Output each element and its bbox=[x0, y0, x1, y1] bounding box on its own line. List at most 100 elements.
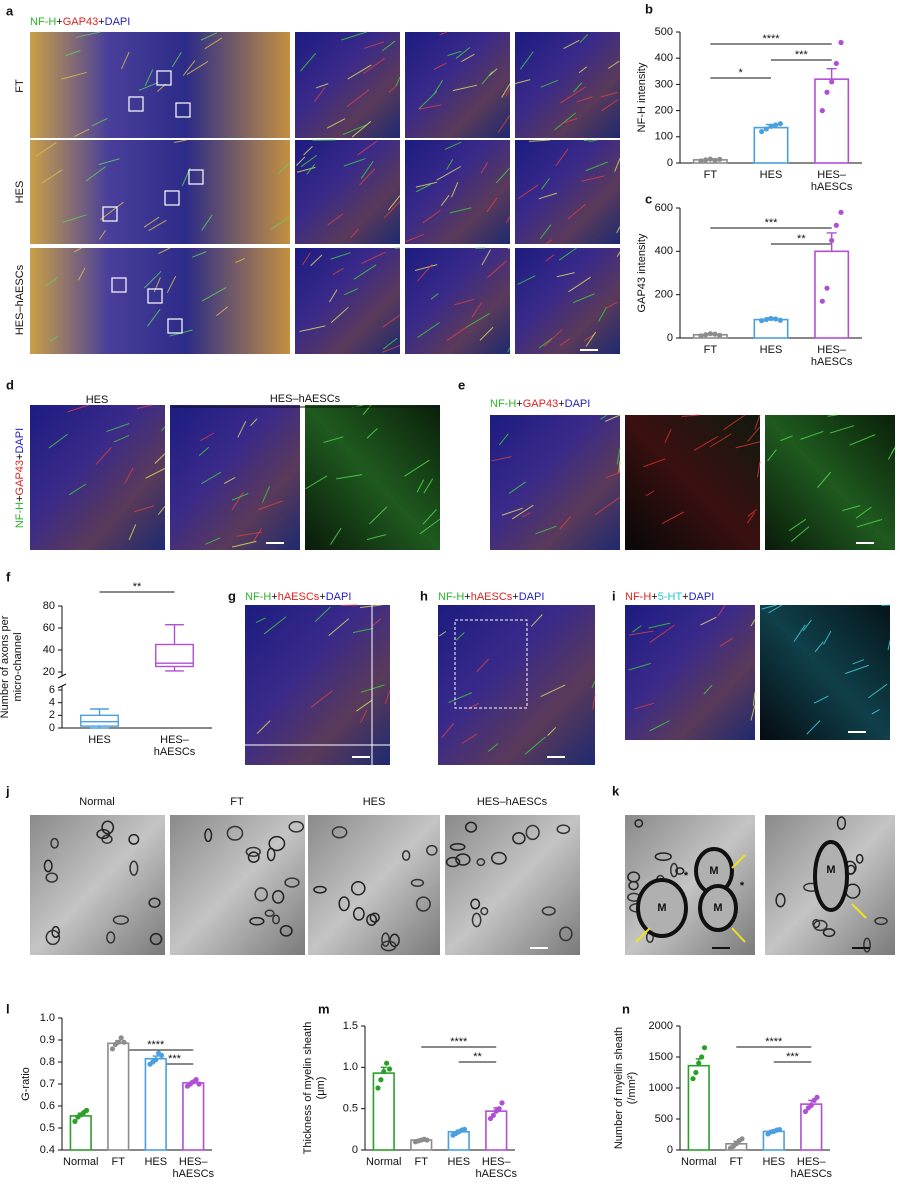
x-tick-label: FT bbox=[729, 1156, 743, 1168]
data-point bbox=[118, 1035, 124, 1041]
panel-label: k bbox=[612, 783, 620, 798]
fibre bbox=[359, 709, 368, 723]
y-tick-label: 0.9 bbox=[40, 1034, 55, 1046]
data-point bbox=[829, 79, 835, 85]
fibre bbox=[128, 524, 137, 541]
fibre bbox=[849, 434, 876, 446]
y-tick-label: 0 bbox=[667, 157, 673, 169]
myelin-ring bbox=[369, 912, 380, 923]
fibre bbox=[310, 254, 323, 267]
stain-part: + bbox=[14, 454, 26, 460]
roi-box bbox=[175, 102, 191, 118]
annotation: M bbox=[709, 865, 718, 877]
fibre bbox=[645, 490, 655, 497]
fibre bbox=[328, 289, 338, 303]
fibre bbox=[186, 61, 209, 76]
data-point bbox=[496, 1106, 502, 1112]
fibre bbox=[440, 195, 450, 206]
data-point bbox=[386, 1066, 393, 1072]
fibre bbox=[600, 91, 618, 98]
data-point bbox=[814, 1094, 820, 1100]
x-tick-label: HES– hAESCs bbox=[172, 1156, 215, 1180]
panel-label: g bbox=[228, 588, 236, 603]
fibre bbox=[356, 699, 373, 712]
fibre bbox=[616, 226, 621, 234]
fibre bbox=[314, 606, 331, 623]
roi-box bbox=[147, 288, 163, 304]
fibre bbox=[605, 414, 621, 422]
fibre bbox=[543, 328, 564, 347]
fibre bbox=[806, 720, 821, 735]
fibre bbox=[594, 497, 620, 516]
panel-label: h bbox=[420, 588, 428, 603]
micrograph bbox=[405, 248, 510, 354]
fibre bbox=[486, 197, 498, 213]
myelin-ring bbox=[50, 837, 59, 849]
myelin-ring bbox=[272, 914, 280, 925]
fibre bbox=[439, 31, 448, 36]
fibre bbox=[746, 512, 756, 524]
fibre bbox=[258, 500, 283, 511]
fibre bbox=[263, 616, 287, 635]
bar bbox=[753, 126, 789, 164]
y-tick-label: 0 bbox=[667, 332, 673, 344]
data-point bbox=[763, 316, 769, 323]
fibre bbox=[643, 458, 666, 468]
fibre bbox=[357, 140, 378, 156]
box bbox=[155, 643, 194, 668]
fibre bbox=[780, 435, 793, 442]
fibre bbox=[158, 247, 171, 254]
fibre bbox=[539, 224, 552, 239]
box bbox=[80, 714, 119, 727]
micrograph bbox=[30, 248, 290, 354]
fibre bbox=[618, 460, 621, 473]
micrograph bbox=[490, 415, 620, 550]
myelin-ring bbox=[812, 918, 821, 929]
fibre bbox=[344, 288, 359, 296]
fibre bbox=[446, 326, 468, 342]
fibre bbox=[383, 200, 401, 219]
fibre bbox=[567, 203, 587, 220]
myelin-ring bbox=[556, 824, 571, 835]
fibre bbox=[852, 659, 865, 665]
x-tick-label: FT bbox=[703, 344, 718, 356]
panel-label: i bbox=[612, 588, 616, 603]
myelin-ring bbox=[389, 933, 400, 948]
x-tick-label-box: HES bbox=[144, 1156, 167, 1168]
fibre bbox=[381, 40, 396, 52]
x-tick-label-box: HES bbox=[760, 344, 783, 356]
fibre bbox=[559, 516, 572, 530]
fibre bbox=[327, 213, 344, 226]
data-point bbox=[808, 1102, 814, 1108]
fibre bbox=[144, 69, 154, 86]
x-tick-label-box: FT bbox=[112, 1156, 125, 1168]
fibre bbox=[388, 85, 397, 93]
roi-box bbox=[167, 318, 183, 334]
myelin-ring bbox=[822, 928, 836, 938]
y-tick-label: 200 bbox=[655, 289, 673, 301]
data-point bbox=[768, 315, 774, 322]
myelin-ring bbox=[338, 896, 350, 912]
panel-label: b bbox=[645, 1, 653, 16]
stain-part: NF-H bbox=[625, 591, 651, 603]
myelin-ring bbox=[476, 858, 486, 867]
y-tick-label: 0 bbox=[352, 1144, 358, 1156]
data-point bbox=[824, 89, 830, 95]
fibre bbox=[171, 51, 182, 68]
data-point bbox=[712, 157, 718, 163]
myelin-ring bbox=[331, 826, 348, 839]
fibre bbox=[649, 624, 675, 643]
fibre bbox=[813, 695, 829, 704]
myelin-ring bbox=[148, 897, 161, 908]
fibre bbox=[585, 331, 597, 347]
annotation: M bbox=[657, 902, 666, 914]
data-point bbox=[777, 121, 783, 127]
fibre bbox=[540, 684, 566, 698]
fibre bbox=[120, 51, 130, 70]
myelin-sheath bbox=[636, 878, 688, 938]
data-point bbox=[461, 1126, 468, 1132]
fibre bbox=[568, 276, 591, 293]
fibre bbox=[68, 483, 87, 496]
fibre bbox=[491, 456, 512, 462]
fibre bbox=[361, 251, 386, 264]
